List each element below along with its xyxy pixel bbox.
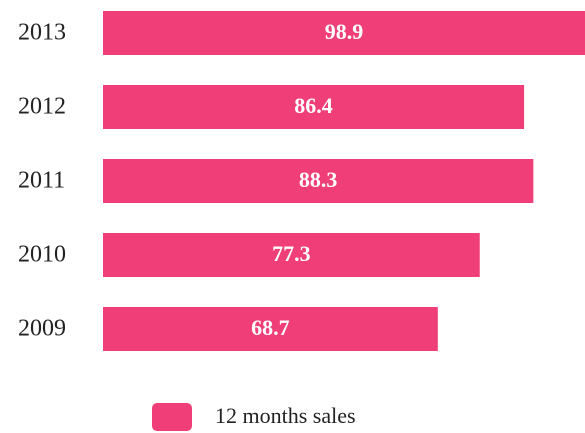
legend-swatch [152,403,192,431]
category-label: 2010 [18,242,66,268]
value-label: 86.4 [294,93,333,118]
value-label: 77.3 [272,241,311,266]
bar [103,159,534,203]
bar [103,233,480,277]
value-label: 68.7 [251,315,290,340]
category-label: 2011 [18,168,65,194]
value-label: 98.9 [325,19,364,44]
legend-label: 12 months sales [215,403,356,428]
bar [103,85,525,129]
value-label: 88.3 [299,167,338,192]
bar [103,307,438,351]
category-label: 2009 [18,316,66,342]
category-label: 2013 [18,20,66,46]
category-label: 2012 [18,94,66,120]
bar [103,11,585,55]
